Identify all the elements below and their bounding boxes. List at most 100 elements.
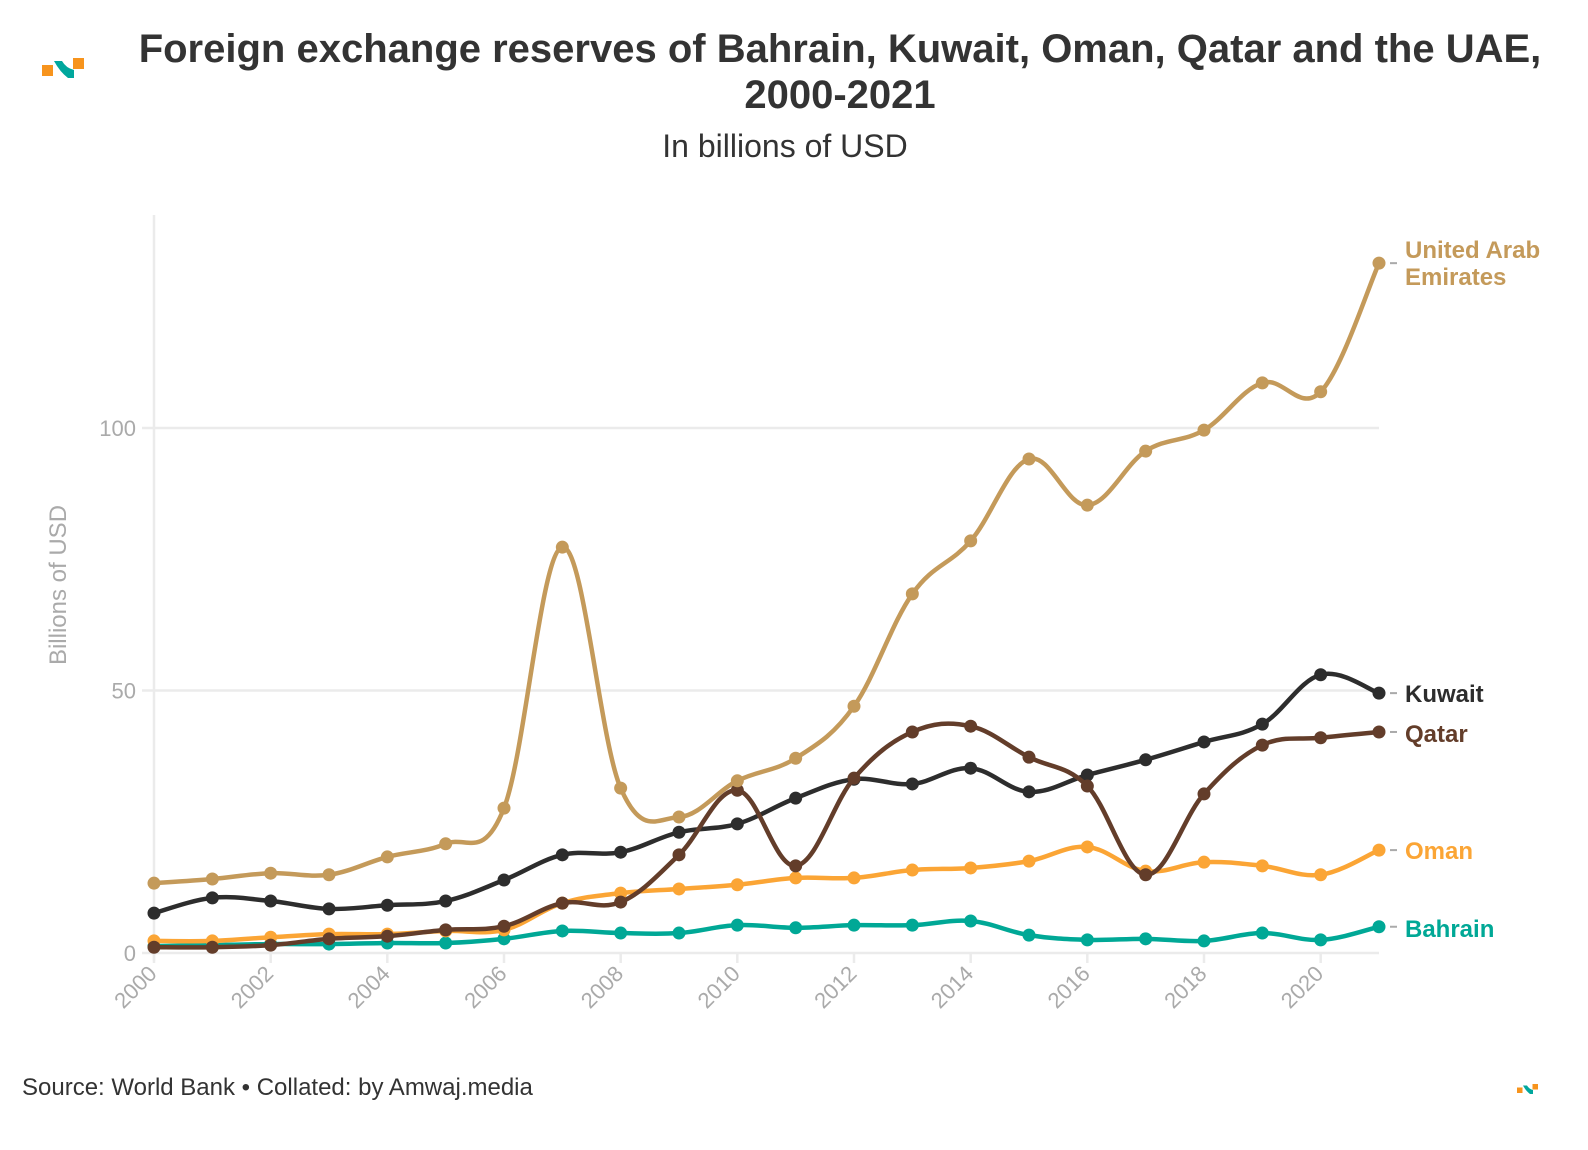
data-point (1139, 932, 1153, 946)
data-point (205, 872, 219, 886)
data-point (1022, 785, 1036, 799)
data-point (322, 902, 336, 916)
data-point (439, 923, 453, 937)
footer-logo-icon (1517, 1084, 1538, 1094)
series-line-kuwait (151, 671, 1382, 916)
y-tick-label: 50 (112, 679, 136, 704)
data-point (905, 863, 919, 877)
series-oman (147, 840, 1386, 948)
data-point (789, 751, 803, 765)
data-point (964, 719, 978, 733)
data-point (614, 886, 628, 900)
data-point (439, 837, 453, 851)
data-point (847, 918, 861, 932)
x-tick-label: 2018 (1159, 961, 1211, 1013)
series-line-bahrain (151, 918, 1382, 949)
data-point (614, 895, 628, 909)
data-point (322, 868, 336, 882)
data-point (147, 906, 161, 920)
series-line-qatar (151, 721, 1382, 950)
data-point (672, 848, 686, 862)
data-point (847, 871, 861, 885)
data-point (439, 936, 453, 950)
data-point (789, 859, 803, 873)
data-point (1372, 256, 1386, 270)
data-point (1314, 933, 1328, 947)
data-point (964, 761, 978, 775)
y-tick-label: 0 (124, 941, 136, 966)
x-tick-label: 2000 (109, 961, 161, 1013)
series-group (147, 256, 1386, 954)
data-point (1022, 452, 1036, 466)
data-point (730, 783, 744, 797)
data-point (264, 866, 278, 880)
gridlines (142, 426, 1379, 955)
data-point (672, 882, 686, 896)
series-labels: Bahrain Oman Kuwait Qatar United ArabEmirate… (1390, 237, 1540, 943)
data-point (555, 896, 569, 910)
data-point (1314, 668, 1328, 682)
data-point (1255, 738, 1269, 752)
data-point (1255, 859, 1269, 873)
data-point (439, 894, 453, 908)
data-point (205, 891, 219, 905)
data-point (380, 898, 394, 912)
data-point (730, 817, 744, 831)
data-point (847, 771, 861, 785)
data-point (905, 777, 919, 791)
data-point (1022, 750, 1036, 764)
data-point (1314, 868, 1328, 882)
series-label-kuwait: Kuwait (1405, 681, 1484, 708)
data-point (205, 940, 219, 954)
data-point (1022, 854, 1036, 868)
data-point (264, 894, 278, 908)
series-label-united-arab-emirates: United Arab (1405, 237, 1540, 264)
x-tick-label: 2004 (343, 961, 395, 1013)
data-point (614, 926, 628, 940)
chart-title: Foreign exchange reserves of Bahrain, Ku… (138, 27, 1542, 117)
data-point (1139, 444, 1153, 458)
data-point (1255, 717, 1269, 731)
data-point (380, 929, 394, 943)
x-tick-label: 2020 (1276, 961, 1328, 1013)
series-label-qatar: Qatar (1405, 721, 1468, 748)
series-line-oman (151, 844, 1382, 944)
data-point (1372, 843, 1386, 857)
data-point (1372, 920, 1386, 934)
data-point (905, 587, 919, 601)
data-point (672, 926, 686, 940)
data-point (1197, 735, 1211, 749)
data-point (1314, 385, 1328, 399)
axes: 0 50 100 2000 2002 2004 2006 2008 2010 2012 2014 20… (99, 215, 1328, 1013)
data-point (905, 918, 919, 932)
data-point (1372, 686, 1386, 700)
data-point (730, 774, 744, 788)
data-point (672, 825, 686, 839)
data-point (614, 781, 628, 795)
series-united-arab-emirates (147, 256, 1386, 890)
data-point (1314, 731, 1328, 745)
y-tick-label: 100 (99, 416, 136, 441)
x-tick-label: 2008 (576, 961, 628, 1013)
series-line-united-arab-emirates (151, 260, 1382, 886)
data-point (1139, 753, 1153, 767)
series-label-oman: Oman (1405, 838, 1473, 865)
series-label-bahrain: Bahrain (1405, 916, 1494, 943)
data-point (614, 845, 628, 859)
series-qatar (147, 719, 1386, 954)
data-point (1197, 787, 1211, 801)
data-point (789, 871, 803, 885)
data-point (555, 848, 569, 862)
data-point (147, 876, 161, 890)
data-point (964, 861, 978, 875)
data-point (847, 699, 861, 713)
data-point (497, 873, 511, 887)
x-tick-label: 2010 (693, 961, 745, 1013)
data-point (964, 534, 978, 548)
data-point (672, 810, 686, 824)
data-point (1080, 840, 1094, 854)
data-point (497, 801, 511, 815)
data-point (964, 914, 978, 928)
data-point (147, 940, 161, 954)
data-point (730, 918, 744, 932)
